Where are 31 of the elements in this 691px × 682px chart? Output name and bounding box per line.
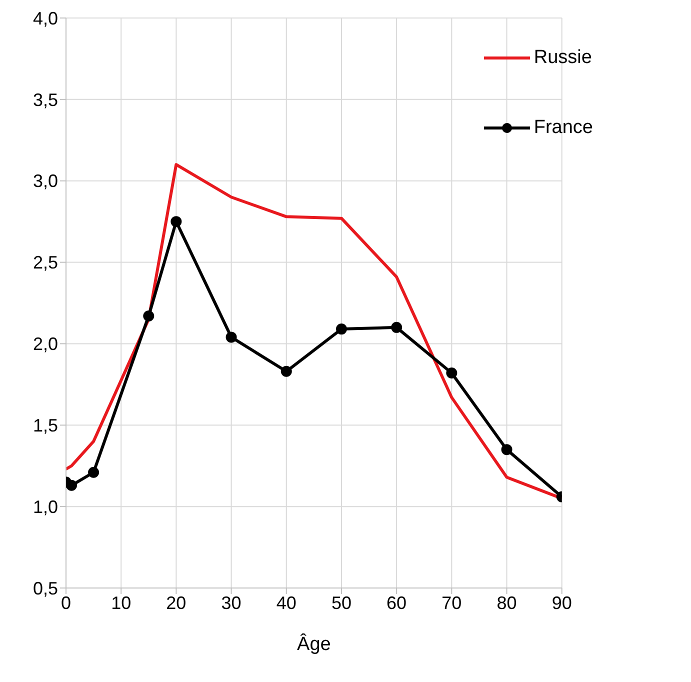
x-tick-label: 30: [221, 592, 242, 613]
legend-label: Russie: [534, 47, 592, 69]
point: [88, 466, 100, 478]
x-tick-label: 0: [60, 592, 72, 613]
point: [501, 444, 512, 456]
y-tick-label: 2,0: [32, 334, 58, 354]
x-tick-label: 70: [442, 592, 462, 613]
point: [391, 322, 402, 333]
y-tick-label: 2,5: [32, 252, 58, 273]
point: [280, 366, 292, 377]
legend-label: France: [534, 117, 593, 139]
point: [170, 216, 182, 228]
y-tick-label: 1,0: [32, 496, 58, 517]
y-tick-label: 4,0: [32, 8, 58, 28]
x-axis-title: Âge: [297, 633, 331, 655]
point: [66, 480, 78, 491]
x-tick-label: 40: [276, 592, 296, 613]
point: [226, 332, 237, 343]
x-tick-label: 50: [331, 592, 352, 613]
x-tick-label: 80: [496, 592, 517, 613]
y-tick-label: 3,5: [32, 90, 58, 110]
x-tick-label: 20: [166, 592, 186, 613]
x-tick-label: 60: [386, 592, 407, 613]
y-tick-label: 0,5: [32, 578, 58, 598]
point: [143, 310, 154, 322]
x-tick-label: 90: [552, 592, 572, 613]
y-tick-label: 3,0: [32, 171, 58, 192]
point: [336, 324, 347, 335]
point: [446, 368, 458, 379]
y-tick-label: 1,5: [32, 416, 58, 436]
x-tick-label: 10: [111, 592, 132, 613]
